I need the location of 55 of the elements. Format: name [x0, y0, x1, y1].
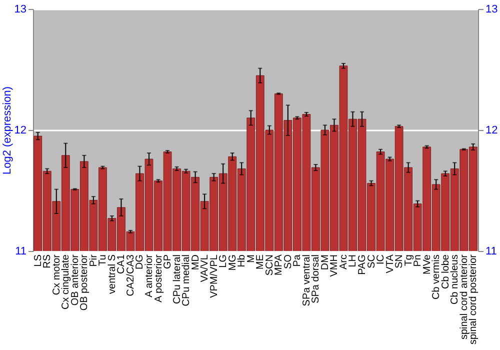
y2-tick-label: 12	[486, 124, 498, 136]
x-tick-label: VPM/VPL	[208, 254, 220, 298]
y2-tick-label: 11	[486, 246, 497, 258]
x-tick-label: LS	[32, 254, 44, 267]
x-tick-label: LG	[218, 254, 230, 268]
x-tick-label: Cb lobe	[440, 254, 452, 289]
x-tick-label: GP	[162, 254, 174, 269]
y-tick-label: 13	[14, 4, 26, 16]
x-tick-label: Cb vermis	[431, 254, 442, 300]
x-tick-label: ventral S	[106, 254, 118, 294]
x-tick-label: Arc	[338, 254, 350, 270]
x-tick-label: VTA	[384, 254, 396, 274]
x-tick-label: RS	[42, 254, 54, 268]
x-tick-label: MPA	[274, 254, 285, 276]
x-tick-label: OB posterior	[79, 254, 90, 311]
x-tick-label: SCN	[264, 254, 276, 276]
x-tick-label: SC	[366, 254, 378, 268]
x-tick-label: IC	[376, 254, 387, 264]
x-tick-label: VA/VL	[200, 254, 211, 282]
x-tick-label: Cx motor	[51, 254, 62, 296]
x-tick-label: SN	[394, 254, 406, 268]
x-tick-label: MVe	[422, 254, 433, 275]
x-tick-label: Hb	[236, 254, 248, 268]
x-tick-label: LH	[348, 254, 359, 268]
x-tick-label: PAG	[357, 254, 368, 275]
x-tick-label: Pa	[292, 254, 304, 267]
x-tick-label: Tg	[403, 254, 414, 266]
x-tick-label: Cx cingulate	[60, 254, 72, 310]
x-tick-label: CA2/CA3	[125, 254, 136, 296]
y-axis-title: Log2 (expression)	[1, 86, 14, 175]
x-tick-label: Cb nucleus	[450, 254, 461, 305]
x-tick-label: spinal cord posterior	[468, 254, 480, 345]
x-tick-label: Pir	[88, 254, 100, 267]
x-tick-label: M	[246, 254, 257, 263]
x-tick-label: MD	[190, 254, 202, 270]
x-tick-label: VMH	[329, 254, 340, 277]
x-tick-label: MG	[227, 254, 238, 271]
x-tick-label: SO	[282, 254, 294, 269]
x-tick-label: A anterior	[144, 254, 155, 298]
x-tick-label: ME	[255, 254, 266, 270]
x-tick-label: Tu	[98, 254, 109, 266]
x-tick-label: CA1	[116, 254, 128, 274]
x-tick-label: SPa ventral	[301, 254, 312, 306]
x-tick-label: CPu medial	[181, 254, 192, 306]
x-tick-label: spinal cord anterior	[458, 254, 470, 340]
y2-tick-label: 13	[486, 4, 498, 16]
y-tick-label: 12	[14, 124, 26, 136]
x-tick-label: OB anterior	[70, 254, 81, 306]
x-tick-label: DG	[134, 254, 146, 270]
x-tick-label: DM	[320, 254, 331, 270]
y-tick-label: 11	[15, 246, 26, 258]
x-tick-label: Pn	[412, 254, 424, 267]
x-tick-label: A posterior	[153, 254, 164, 302]
x-tick-label: SPa dorsal	[310, 254, 322, 304]
x-tick-label: CPu lateral	[172, 254, 183, 304]
